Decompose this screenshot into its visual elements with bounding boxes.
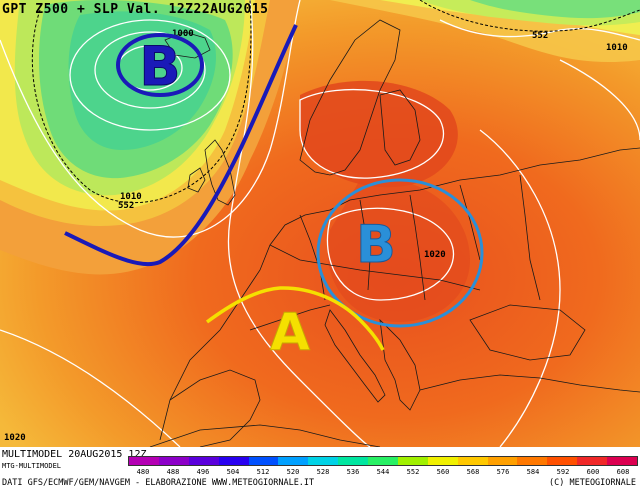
scale-label: 544 (376, 468, 390, 476)
scale-swatch (547, 457, 578, 465)
footer-copyright: (C) METEOGIORNALE (549, 478, 636, 488)
scale-swatch (457, 457, 488, 465)
contour-label-1010-east: 1010 (606, 43, 628, 53)
scale-swatch (397, 457, 428, 465)
scale-swatch (427, 457, 458, 465)
trough-line (64, 24, 298, 267)
scale-swatch (487, 457, 518, 465)
scale-label: 520 (286, 468, 300, 476)
map-title: GPT Z500 + SLP Val. 12Z22AUG2015 (2, 2, 269, 17)
north-green (470, 0, 640, 19)
scale-swatch (517, 457, 548, 465)
scale-label: 568 (466, 468, 480, 476)
contour-label-1020-south: 1020 (4, 433, 26, 443)
scale-swatch (158, 457, 189, 465)
scale-label: 600 (586, 468, 600, 476)
low-central-circle (316, 178, 484, 328)
scale-label: 504 (226, 468, 240, 476)
scale-label: 552 (406, 468, 420, 476)
scale-label: 584 (526, 468, 540, 476)
scale-swatch (129, 457, 159, 465)
scale-label: 536 (346, 468, 360, 476)
scale-label: 576 (496, 468, 510, 476)
scale-swatch (218, 457, 249, 465)
dashed-contour-north (419, 0, 640, 32)
color-scale-labels: 480 488 496 504 512 520 528 536 544 552 560 568 576 5… (128, 468, 638, 477)
contour-labels: 552 1010 1010 552 1000 1020 1020 (4, 29, 628, 443)
scale-swatch (338, 457, 368, 465)
scale-swatch (368, 457, 398, 465)
scale-swatch (278, 457, 309, 465)
scale-label: 560 (436, 468, 450, 476)
dashed-contour (31, 0, 252, 204)
central-red (300, 80, 458, 188)
scale-swatch (188, 457, 219, 465)
scale-label: 528 (316, 468, 330, 476)
map-canvas: 552 1010 1010 552 1000 1020 1020 B B A (0, 0, 640, 448)
north-band (0, 0, 640, 63)
color-scale (128, 456, 638, 466)
low-atlantic-letter: B (139, 35, 180, 98)
ridge-line (205, 286, 385, 351)
scale-swatch (577, 457, 607, 465)
scale-label: 608 (616, 468, 630, 476)
contour-label-1010-west: 1010 (120, 192, 142, 202)
contour-label-552-north: 552 (532, 31, 548, 41)
scale-swatch (248, 457, 279, 465)
scale-label: 592 (556, 468, 570, 476)
southeast-red (327, 178, 470, 322)
contour-label-552-west: 552 (118, 201, 134, 211)
footer-mtg-line: MTG-MULTIMODEL (2, 462, 62, 470)
scale-label: 496 (196, 468, 210, 476)
footer-credit: DATI GFS/ECMWF/GEM/NAVGEM - ELABORAZIONE… (2, 478, 315, 488)
low-atlantic-circle (116, 33, 204, 97)
scale-label: 488 (166, 468, 180, 476)
footer-model-line: MULTIMODEL 20AUG2015 12Z (2, 449, 147, 460)
contour-label-1020-center: 1020 (424, 250, 446, 260)
scale-label: 480 (136, 468, 150, 476)
footer (0, 447, 640, 493)
contour-label-1000: 1000 (172, 29, 194, 39)
high-letter: A (270, 303, 310, 363)
scale-swatch (308, 457, 339, 465)
scale-swatch (607, 457, 637, 465)
scale-label: 512 (256, 468, 270, 476)
low-central-letter: B (356, 215, 396, 275)
coastlines (149, 19, 640, 448)
low-core (68, 11, 217, 151)
